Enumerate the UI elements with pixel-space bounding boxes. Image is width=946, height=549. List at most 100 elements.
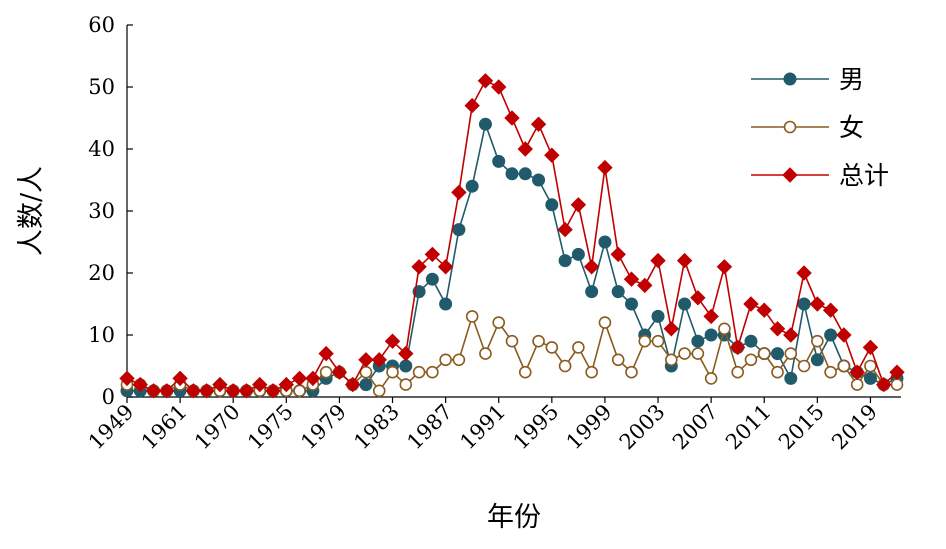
data-point xyxy=(691,334,705,348)
y-tick-label: 30 xyxy=(88,199,115,223)
data-point xyxy=(505,334,519,348)
data-point xyxy=(504,110,520,126)
data-point xyxy=(850,378,864,391)
data-point xyxy=(386,365,399,379)
data-point xyxy=(864,359,877,373)
data-point xyxy=(412,365,426,379)
data-point xyxy=(411,259,427,275)
data-point xyxy=(784,371,798,385)
x-tick-label: 1979 xyxy=(296,400,351,455)
y-axis-title: 人数/人 xyxy=(16,166,47,256)
series-2 xyxy=(119,73,905,399)
data-point xyxy=(451,184,467,201)
data-point xyxy=(359,378,373,392)
data-point xyxy=(465,310,479,323)
data-point xyxy=(344,376,361,393)
y-tick-label: 60 xyxy=(88,13,115,37)
y-ticks: 0 10 20 30 40 50 60 xyxy=(88,13,133,409)
data-point xyxy=(824,365,837,379)
data-point xyxy=(399,378,413,391)
data-point xyxy=(479,347,492,360)
data-point xyxy=(611,285,625,299)
data-point xyxy=(676,252,693,269)
data-point xyxy=(876,376,892,393)
data-point xyxy=(716,259,733,275)
data-point xyxy=(651,334,665,348)
data-point xyxy=(890,378,904,391)
data-point xyxy=(293,384,306,398)
data-point xyxy=(145,383,162,399)
data-point xyxy=(836,327,852,343)
data-point xyxy=(252,376,268,393)
data-point xyxy=(889,364,905,380)
data-point xyxy=(729,339,746,356)
data-point xyxy=(425,272,439,286)
data-point xyxy=(783,327,799,343)
data-point xyxy=(439,353,452,367)
data-point xyxy=(797,359,811,373)
x-tick-label: 1987 xyxy=(402,400,457,455)
data-point xyxy=(318,345,334,362)
legend-label: 男 xyxy=(839,65,864,94)
data-point xyxy=(278,376,295,393)
data-point xyxy=(623,271,640,287)
data-point xyxy=(824,328,838,342)
series-0 xyxy=(120,117,904,398)
data-point xyxy=(703,308,719,325)
y-tick-label: 40 xyxy=(88,137,115,161)
data-point xyxy=(757,347,771,360)
data-point xyxy=(743,296,759,312)
data-point xyxy=(452,223,466,237)
data-point xyxy=(465,179,479,193)
data-point xyxy=(570,197,587,213)
x-tick-label: 1991 xyxy=(455,400,510,455)
data-point xyxy=(598,235,612,249)
data-point xyxy=(744,334,758,348)
x-tick-label: 1995 xyxy=(509,400,564,455)
data-point xyxy=(744,353,758,367)
x-tick-label: 2015 xyxy=(774,400,829,455)
y-tick-label: 20 xyxy=(88,261,115,285)
data-point xyxy=(571,247,585,261)
data-point xyxy=(771,365,784,379)
data-point xyxy=(159,383,175,399)
data-point xyxy=(665,353,678,367)
x-tick-label: 2011 xyxy=(721,400,776,455)
data-point xyxy=(704,328,718,342)
data-point xyxy=(437,259,454,275)
data-point xyxy=(319,365,333,379)
data-point xyxy=(691,347,705,360)
data-point xyxy=(372,384,386,398)
legend-label: 女 xyxy=(839,113,864,142)
x-tick-label: 2019 xyxy=(827,400,882,455)
data-point xyxy=(610,246,626,263)
data-point xyxy=(477,73,494,89)
data-point xyxy=(478,117,492,131)
x-axis-title: 年份 xyxy=(487,502,541,533)
y-tick-label: 50 xyxy=(88,75,115,99)
series-group xyxy=(119,73,905,399)
data-point xyxy=(650,252,666,269)
data-point xyxy=(810,353,824,367)
data-point xyxy=(399,359,413,373)
x-tick-label: 1975 xyxy=(243,400,298,455)
data-point xyxy=(384,333,401,349)
data-point xyxy=(797,297,811,311)
data-point xyxy=(637,277,653,294)
data-point xyxy=(518,365,532,379)
data-point xyxy=(518,167,532,181)
data-point xyxy=(491,79,507,95)
x-tick-label: 1983 xyxy=(349,400,404,455)
y-tick-label: 10 xyxy=(88,323,115,347)
x-tick-label: 2007 xyxy=(668,400,723,455)
x-tick-label: 2003 xyxy=(615,400,670,455)
data-point xyxy=(718,322,731,336)
data-point xyxy=(771,347,785,361)
data-point xyxy=(598,316,612,329)
data-point xyxy=(638,334,652,348)
data-point xyxy=(530,116,547,132)
data-point xyxy=(291,370,308,387)
data-point xyxy=(731,365,744,379)
data-point xyxy=(492,154,506,168)
data-point xyxy=(624,297,638,311)
